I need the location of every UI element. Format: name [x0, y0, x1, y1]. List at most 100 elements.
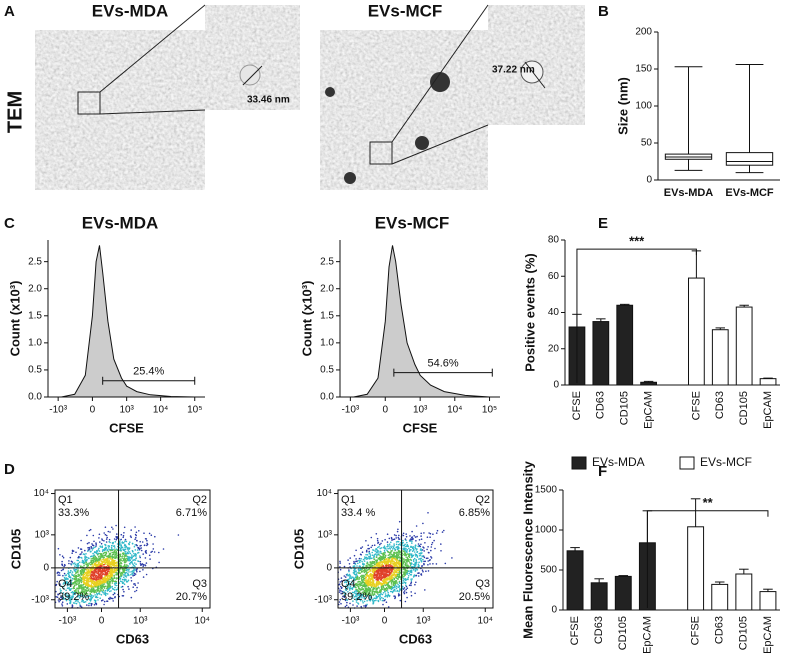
event-dot: [417, 543, 420, 545]
event-dot: [388, 576, 391, 578]
event-dot: [348, 570, 350, 573]
event-dot: [57, 599, 60, 601]
event-dot: [420, 548, 422, 550]
event-dot: [353, 565, 356, 567]
event-dot: [440, 543, 442, 545]
significance-bracket: [646, 510, 769, 608]
y-axis-label: Count (x10³): [299, 281, 314, 357]
event-dot: [104, 573, 107, 576]
event-dot: [81, 561, 83, 564]
event-dot: [142, 576, 145, 578]
y-axis-label: CD105: [291, 529, 306, 569]
event-dot: [97, 599, 99, 601]
event-dot: [375, 556, 378, 558]
event-dot: [90, 547, 92, 549]
event-dot: [73, 575, 75, 578]
event-dot: [88, 546, 90, 549]
x-tick-label: CD63: [714, 616, 726, 644]
event-dot: [77, 583, 79, 585]
event-dot: [59, 574, 61, 576]
event-dot: [133, 568, 135, 570]
event-dot: [80, 539, 82, 542]
event-dot: [417, 575, 420, 577]
x-tick-label: CFSE: [690, 391, 702, 420]
event-dot: [71, 573, 73, 575]
event-dot: [134, 549, 137, 551]
event-dot: [137, 546, 139, 549]
event-dot: [373, 556, 375, 559]
event-dot: [83, 553, 86, 556]
event-dot: [358, 560, 361, 562]
event-dot: [112, 548, 114, 551]
event-dot: [389, 580, 391, 583]
y-tick-label: 2.5: [28, 256, 42, 267]
event-dot: [396, 573, 399, 576]
event-dot: [412, 554, 415, 557]
event-dot: [373, 560, 376, 563]
event-dot: [69, 600, 72, 603]
event-dot: [432, 533, 434, 535]
event-dot: [80, 574, 83, 576]
event-dot: [387, 570, 390, 572]
event-dot: [100, 542, 103, 545]
event-dot: [138, 548, 141, 551]
event-dot: [353, 562, 355, 564]
event-dot: [68, 586, 70, 589]
zoom-line: [99, 4, 206, 93]
event-dot: [391, 548, 394, 550]
event-dot: [86, 578, 88, 581]
event-dot: [399, 562, 402, 564]
event-dot: [398, 580, 401, 583]
event-dot: [68, 599, 71, 601]
event-dot: [373, 574, 376, 577]
event-dot: [75, 576, 77, 579]
event-dot: [362, 580, 364, 583]
event-dot: [63, 576, 66, 579]
event-dot: [353, 569, 355, 572]
event-dot: [416, 556, 419, 558]
event-dot: [388, 565, 390, 568]
event-dot: [402, 563, 404, 565]
event-dot: [411, 540, 413, 543]
event-dot: [383, 549, 386, 552]
event-dot: [115, 577, 118, 580]
event-dot: [104, 568, 106, 571]
event-dot: [373, 563, 376, 566]
event-dot: [402, 548, 405, 550]
event-dot: [133, 545, 136, 548]
event-dot: [411, 550, 414, 552]
tem-title: EVs-MDA: [92, 1, 169, 20]
event-dot: [133, 570, 135, 572]
event-dot: [423, 556, 426, 559]
event-dot: [389, 557, 391, 559]
event-dot: [340, 590, 342, 592]
event-dot: [378, 593, 381, 596]
event-dot: [380, 583, 383, 585]
event-dot: [426, 536, 429, 538]
event-dot: [97, 582, 100, 585]
event-dot: [108, 559, 110, 562]
event-dot: [423, 563, 425, 566]
event-dot: [412, 546, 415, 548]
event-dot: [68, 597, 70, 599]
event-dot: [366, 603, 368, 606]
event-dot: [436, 529, 439, 532]
event-dot: [343, 579, 346, 582]
event-dot: [340, 585, 342, 588]
event-dot: [371, 554, 374, 556]
y-tick-label: 1.0: [28, 338, 42, 349]
event-dot: [137, 582, 139, 584]
event-dot: [393, 595, 395, 597]
event-dot: [64, 593, 66, 596]
event-dot: [60, 569, 63, 572]
quadrant-value: 6.71%: [176, 507, 207, 519]
event-dot: [85, 596, 87, 598]
event-dot: [419, 554, 422, 556]
event-dot: [373, 590, 376, 593]
event-dot: [93, 580, 96, 583]
event-dot: [104, 580, 107, 582]
event-dot: [382, 597, 385, 600]
event-dot: [123, 532, 125, 534]
event-dot: [389, 568, 392, 571]
event-dot: [382, 565, 385, 568]
